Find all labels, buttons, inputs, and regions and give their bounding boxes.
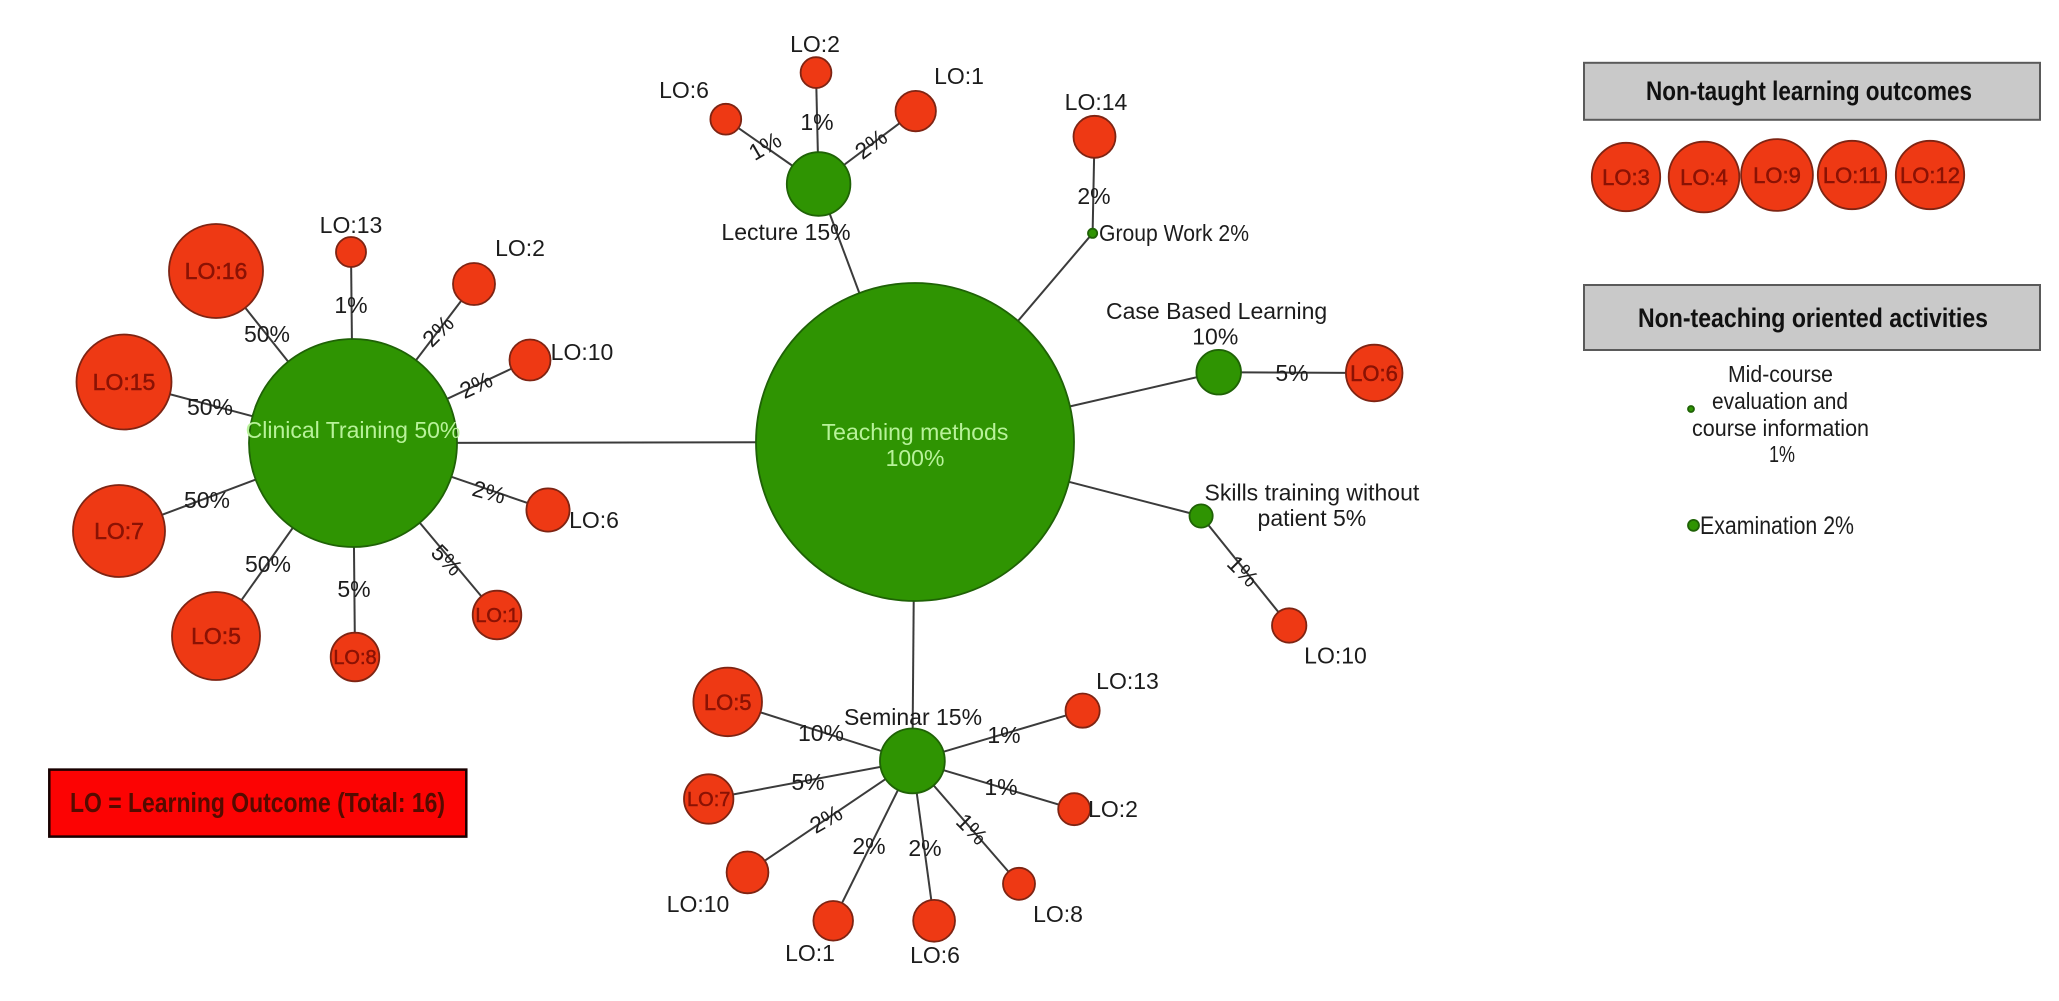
svg-text:50%: 50%: [244, 321, 290, 347]
svg-text:LO:10: LO:10: [551, 339, 614, 365]
svg-text:1%: 1%: [800, 109, 833, 135]
svg-text:2%: 2%: [908, 835, 941, 861]
svg-text:Lecture 15%: Lecture 15%: [721, 219, 850, 245]
svg-text:Case Based Learning: Case Based Learning: [1106, 298, 1327, 324]
svg-text:LO:13: LO:13: [320, 212, 383, 238]
svg-text:50%: 50%: [245, 551, 291, 577]
svg-text:2%: 2%: [1077, 183, 1110, 209]
svg-text:LO:7: LO:7: [687, 789, 730, 811]
svg-text:LO:2: LO:2: [495, 235, 545, 261]
svg-text:LO:5: LO:5: [191, 623, 241, 649]
svg-text:Group Work 2%: Group Work 2%: [1099, 220, 1249, 246]
svg-text:LO:14: LO:14: [1065, 89, 1128, 115]
svg-text:LO:2: LO:2: [1088, 796, 1138, 822]
svg-text:LO:2: LO:2: [790, 31, 840, 57]
svg-text:Mid-course: Mid-course: [1728, 361, 1833, 387]
svg-text:50%: 50%: [184, 487, 230, 513]
svg-text:LO:6: LO:6: [569, 507, 619, 533]
svg-text:LO:6: LO:6: [910, 942, 960, 968]
svg-text:1%: 1%: [334, 292, 367, 318]
svg-text:LO:1: LO:1: [934, 63, 984, 89]
svg-text:LO:15: LO:15: [93, 369, 156, 395]
svg-text:100%: 100%: [886, 445, 945, 471]
svg-text:LO:3: LO:3: [1602, 165, 1650, 190]
svg-text:2%: 2%: [417, 310, 459, 352]
svg-text:5%: 5%: [426, 539, 468, 581]
svg-text:LO:1: LO:1: [475, 605, 518, 627]
svg-text:patient 5%: patient 5%: [1258, 505, 1367, 531]
svg-text:1%: 1%: [987, 722, 1020, 748]
svg-text:2%: 2%: [852, 833, 885, 859]
svg-text:10%: 10%: [798, 720, 844, 746]
svg-text:LO:6: LO:6: [659, 77, 709, 103]
svg-text:50%: 50%: [187, 394, 233, 420]
svg-text:2%: 2%: [455, 366, 496, 404]
svg-text:LO:7: LO:7: [94, 518, 144, 544]
svg-text:Non-teaching oriented activiti: Non-teaching oriented activities: [1638, 303, 1988, 333]
svg-text:LO:11: LO:11: [1823, 163, 1881, 188]
svg-text:LO:12: LO:12: [1900, 163, 1960, 188]
svg-text:Teaching methods: Teaching methods: [822, 419, 1009, 445]
svg-text:1%: 1%: [951, 808, 993, 850]
svg-text:2%: 2%: [850, 124, 892, 165]
svg-text:5%: 5%: [337, 576, 370, 602]
svg-text:10%: 10%: [1192, 324, 1238, 350]
svg-text:LO:9: LO:9: [1753, 163, 1801, 188]
svg-text:5%: 5%: [791, 769, 824, 795]
svg-text:5%: 5%: [1275, 360, 1308, 386]
svg-text:1%: 1%: [1769, 441, 1795, 467]
svg-text:LO = Learning Outcome (Total:: LO = Learning Outcome (Total: 16): [70, 787, 445, 818]
svg-text:Seminar 15%: Seminar 15%: [844, 704, 982, 730]
svg-text:LO:16: LO:16: [185, 258, 248, 284]
svg-text:LO:5: LO:5: [704, 690, 752, 715]
svg-text:LO:4: LO:4: [1680, 165, 1728, 190]
svg-text:Non-taught learning outcomes: Non-taught learning outcomes: [1646, 76, 1972, 106]
svg-text:Skills training without: Skills training without: [1205, 479, 1420, 505]
svg-text:Clinical Training 50%: Clinical Training 50%: [246, 417, 461, 443]
svg-text:LO:13: LO:13: [1096, 668, 1159, 694]
svg-text:1%: 1%: [984, 774, 1017, 800]
svg-text:course information: course information: [1692, 415, 1869, 441]
svg-text:Examination 2%: Examination 2%: [1700, 512, 1854, 540]
svg-text:LO:6: LO:6: [1350, 361, 1398, 386]
svg-text:LO:10: LO:10: [667, 891, 730, 917]
svg-text:LO:8: LO:8: [333, 647, 376, 669]
svg-text:LO:10: LO:10: [1304, 643, 1367, 669]
svg-text:1%: 1%: [744, 126, 786, 165]
svg-text:evaluation and: evaluation and: [1712, 388, 1848, 414]
svg-text:2%: 2%: [470, 475, 509, 509]
svg-text:2%: 2%: [805, 799, 847, 838]
svg-text:LO:1: LO:1: [785, 940, 835, 966]
svg-text:LO:8: LO:8: [1033, 901, 1083, 927]
